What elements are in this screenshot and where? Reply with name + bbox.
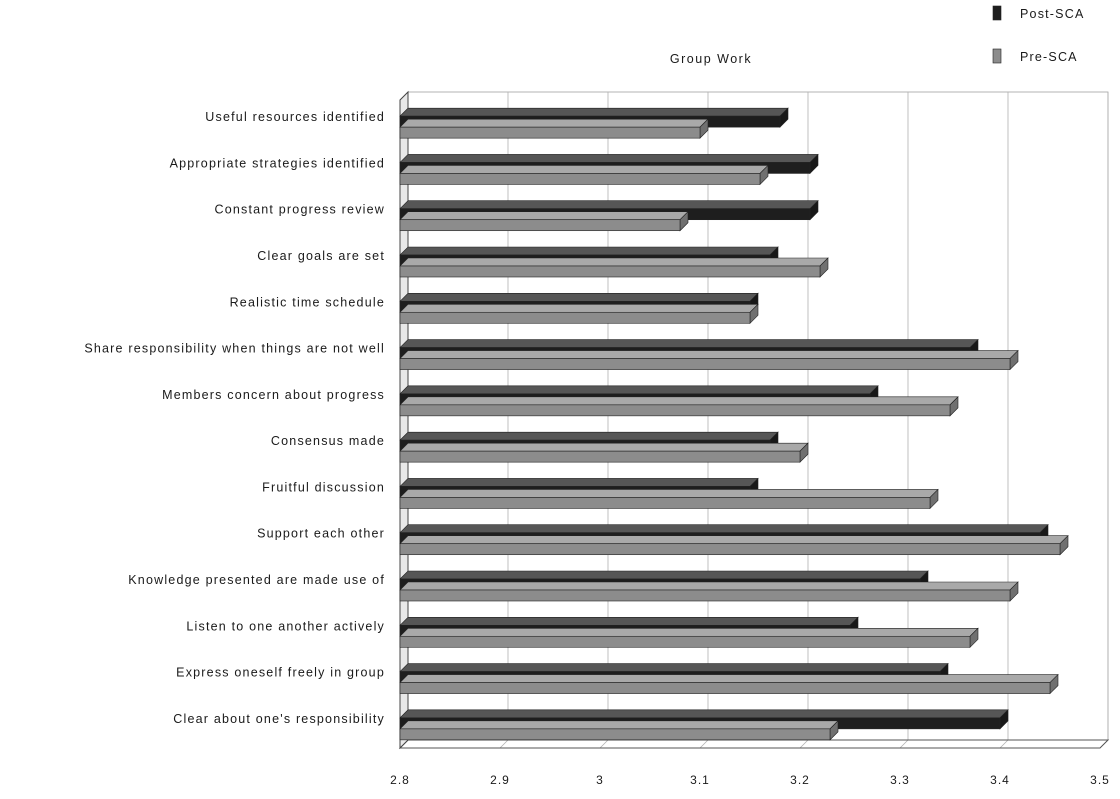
x-tick-label: 3.2 xyxy=(790,773,810,787)
floor-gridline xyxy=(599,739,609,749)
x-tick-label: 3.1 xyxy=(690,773,710,787)
bar-pre-sca xyxy=(399,442,809,463)
plot-floor xyxy=(398,739,1110,749)
bar-front-face xyxy=(399,173,761,185)
category-label: Listen to one another actively xyxy=(186,619,385,633)
legend-item: Pre-SCA xyxy=(992,48,1078,64)
category-label: Fruitful discussion xyxy=(262,480,385,494)
bar-top-face xyxy=(399,524,1049,534)
bar-pre-sca xyxy=(399,488,939,510)
bar-top-face xyxy=(399,165,769,174)
bar-top-face xyxy=(399,154,819,163)
bar-top-face xyxy=(399,200,819,210)
bar-front-face xyxy=(399,404,951,417)
bar-pre-sca xyxy=(399,257,829,278)
category-label: Realistic time schedule xyxy=(230,295,385,309)
category-label: Support each other xyxy=(257,527,385,541)
category-label: Members concern about progress xyxy=(162,388,385,402)
axis-layer: Useful resources identified Appropriate s… xyxy=(84,110,1110,787)
bar-front-face xyxy=(399,682,1051,694)
bar-top-face xyxy=(399,118,709,128)
bar-front-face xyxy=(399,265,821,278)
x-tick-label: 3.3 xyxy=(890,773,910,787)
x-tick-label: 3.5 xyxy=(1090,773,1110,787)
bar-pre-sca xyxy=(399,118,709,139)
bar-top-face xyxy=(399,431,779,441)
category-label: Knowledge presented are made use of xyxy=(128,573,385,587)
bar-top-face xyxy=(399,489,939,498)
x-tick-label: 3 xyxy=(596,773,604,787)
bar-top-face xyxy=(399,663,949,672)
plot-side-wall xyxy=(399,90,409,750)
bar-front-face xyxy=(399,543,1061,556)
category-label: Clear goals are set xyxy=(257,249,385,263)
bar-front-face xyxy=(399,219,681,232)
bar-pre-sca xyxy=(399,720,839,741)
bar-top-face xyxy=(399,616,859,626)
bar-front-face xyxy=(399,358,1011,370)
bar-front-face xyxy=(399,450,801,463)
bar-pre-sca xyxy=(399,303,759,325)
category-label: Share responsibility when things are not… xyxy=(84,342,385,356)
floor-gridline xyxy=(699,739,709,749)
category-label: Constant progress review xyxy=(214,203,385,217)
bar-top-face xyxy=(399,107,789,117)
bar-top-face xyxy=(399,385,879,395)
bar-pre-sca xyxy=(399,534,1069,556)
x-tick-label: 2.9 xyxy=(490,773,510,787)
bar-front-face xyxy=(399,126,701,139)
bar-pre-sca xyxy=(399,210,689,232)
bar-pre-sca xyxy=(399,673,1059,695)
category-label: Consensus made xyxy=(271,434,385,448)
legend-item: Post-SCA xyxy=(992,5,1084,21)
bar-top-face xyxy=(399,442,809,452)
floor-gridline xyxy=(799,739,809,749)
grid-layer xyxy=(398,90,1110,750)
bar-front-face xyxy=(399,311,751,324)
bar-top-face xyxy=(399,303,759,313)
floor-gridline xyxy=(499,739,509,749)
bar-top-face xyxy=(399,627,979,637)
bar-front-face xyxy=(399,728,831,741)
bar-top-face xyxy=(399,396,959,406)
category-label: Appropriate strategies identified xyxy=(170,156,385,170)
category-label: Clear about one's responsibility xyxy=(173,712,385,726)
bar-front-face xyxy=(399,497,931,509)
bar-top-face xyxy=(399,339,979,348)
bar-top-face xyxy=(399,720,839,730)
legend: Post-SCA Pre-SCA xyxy=(992,5,1084,64)
legend-swatch xyxy=(992,5,1002,21)
x-tick-label: 2.8 xyxy=(390,773,410,787)
legend-label: Post-SCA xyxy=(1020,7,1084,21)
bar-pre-sca xyxy=(399,581,1019,602)
bar-front-face xyxy=(399,589,1011,602)
bar-top-face xyxy=(399,478,759,487)
floor-gridline xyxy=(899,739,909,749)
bar-top-face xyxy=(399,570,929,580)
bar-pre-sca xyxy=(399,349,1019,371)
legend-label: Pre-SCA xyxy=(1020,50,1078,64)
x-tick-label: 3.4 xyxy=(990,773,1010,787)
bar-layer xyxy=(399,107,1069,741)
bar-front-face xyxy=(399,635,971,648)
bar-pre-sca xyxy=(399,164,769,186)
bar-top-face xyxy=(399,581,1019,591)
bar-top-face xyxy=(399,709,1009,719)
category-label: Useful resources identified xyxy=(205,110,385,124)
bar-top-face xyxy=(399,535,1069,545)
category-label: Express oneself freely in group xyxy=(176,666,385,680)
bar-pre-sca xyxy=(399,396,959,417)
legend-swatch xyxy=(992,48,1002,64)
bar-top-face xyxy=(399,257,829,267)
chart-title: Group Work xyxy=(670,52,752,66)
bar-top-face xyxy=(399,211,689,221)
bar-top-face xyxy=(399,246,779,256)
bar-top-face xyxy=(399,292,759,302)
floor-gridline xyxy=(999,739,1009,749)
bar-pre-sca xyxy=(399,627,979,649)
bar-top-face xyxy=(399,350,1019,359)
bar-top-face xyxy=(399,674,1059,683)
